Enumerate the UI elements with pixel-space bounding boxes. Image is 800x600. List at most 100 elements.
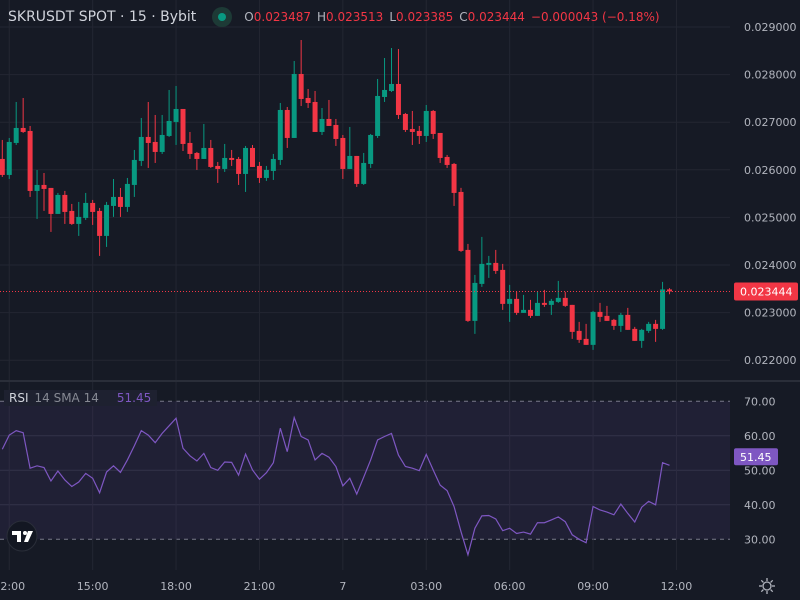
price-tick-label: 0.026000: [744, 164, 797, 177]
symbol-title[interactable]: SKRUSDT SPOT · 15 · Bybit: [8, 9, 197, 25]
candle-down: [416, 125, 422, 144]
candle-body: [236, 158, 242, 174]
candle-body: [562, 297, 568, 306]
candle-body: [27, 130, 33, 191]
rsi-tick-label: 70.00: [744, 395, 776, 408]
candle-body: [667, 289, 672, 292]
candle-down: [152, 114, 158, 163]
candle-down: [653, 319, 659, 342]
candle-down: [194, 151, 200, 170]
open-label: O: [244, 10, 254, 24]
candle-down: [611, 318, 617, 330]
candle-body: [493, 262, 499, 271]
rsi-value-axis-label: 51.45: [740, 451, 772, 464]
rsi-tick-label: 40.00: [744, 499, 776, 512]
candle-down: [583, 323, 589, 345]
candle-down: [632, 326, 638, 341]
candle-up: [660, 281, 666, 330]
rsi-tick-label: 50.00: [744, 464, 776, 477]
candle-body: [569, 304, 575, 332]
candle-down: [514, 291, 520, 315]
candle-up: [507, 284, 513, 322]
candle-body: [521, 309, 527, 313]
candle-up: [277, 102, 283, 165]
candle-body: [395, 83, 401, 115]
candle-down: [180, 108, 186, 151]
candle-down: [402, 112, 408, 132]
settings-gear-icon[interactable]: [758, 577, 776, 595]
time-tick-label: 09:00: [577, 580, 609, 593]
time-tick-label: 21:00: [244, 580, 276, 593]
candle-down: [27, 125, 33, 197]
candle-body: [69, 210, 75, 224]
candle-body: [528, 309, 533, 316]
market-status-icon[interactable]: [212, 7, 233, 27]
candle-body: [507, 298, 513, 304]
candle-down: [41, 172, 47, 211]
candle-up: [479, 236, 485, 287]
candle-body: [326, 118, 332, 126]
candle-body: [361, 162, 367, 184]
candle-up: [375, 78, 381, 138]
candle-down: [229, 149, 235, 166]
candle-up: [521, 294, 527, 313]
candle-up: [534, 291, 540, 316]
candle-down: [117, 187, 123, 217]
time-tick-label: 12:00: [0, 580, 25, 593]
high-label: H: [317, 10, 327, 24]
candle-body: [97, 210, 103, 236]
candle-body: [250, 147, 255, 167]
rsi-legend[interactable]: RSI 14 SMA 14 51.45: [4, 390, 158, 406]
candle-down: [48, 187, 54, 232]
candle-body: [583, 338, 589, 345]
candle-body: [375, 95, 381, 136]
candle-down: [395, 48, 401, 119]
candle-body: [555, 297, 561, 302]
candle-up: [368, 133, 374, 168]
candle-body: [402, 113, 408, 130]
candle-body: [479, 263, 485, 284]
rsi-pane[interactable]: [1, 415, 670, 558]
candle-body: [368, 134, 374, 164]
candle-body: [576, 330, 582, 340]
candle-down: [528, 299, 533, 318]
candle-body: [229, 157, 235, 160]
price-tick-label: 0.029000: [744, 21, 797, 34]
candle-body: [312, 101, 318, 132]
candle-body: [277, 109, 283, 160]
price-tick-label: 0.024000: [744, 259, 797, 272]
candle-body: [382, 89, 388, 97]
candle-down: [187, 131, 193, 159]
candle-body: [458, 191, 464, 251]
candle-up: [548, 298, 554, 315]
candle-down: [305, 88, 311, 108]
price-tick-label: 0.027000: [744, 116, 797, 129]
candle-down: [354, 155, 360, 187]
candle-body: [639, 329, 645, 341]
candle-down: [597, 302, 603, 322]
candle-body: [604, 315, 610, 321]
candle-down: [541, 289, 547, 307]
price-tick-label: 0.022000: [744, 354, 797, 367]
candle-body: [625, 314, 631, 330]
candle-up: [166, 89, 172, 137]
candle-down: [145, 101, 151, 168]
candle-up: [55, 192, 61, 214]
axes[interactable]: 0.029000 0.028000 0.027000 0.026000 0.025000…: [0, 21, 798, 593]
candle-down: [437, 132, 443, 163]
time-tick-label: 15:00: [77, 580, 109, 593]
candle-body: [514, 298, 520, 313]
candle-body: [62, 194, 68, 212]
candle-up: [131, 149, 137, 197]
price-tick-label: 0.028000: [744, 69, 797, 82]
candle-body: [131, 159, 137, 185]
tradingview-logo-icon[interactable]: [6, 520, 38, 552]
candle-down: [69, 203, 75, 225]
candle-down: [20, 97, 26, 133]
candle-up: [124, 177, 130, 212]
candle-body: [534, 302, 540, 316]
candle-body: [41, 184, 47, 189]
candle-body: [124, 183, 130, 207]
candle-body: [354, 155, 360, 184]
